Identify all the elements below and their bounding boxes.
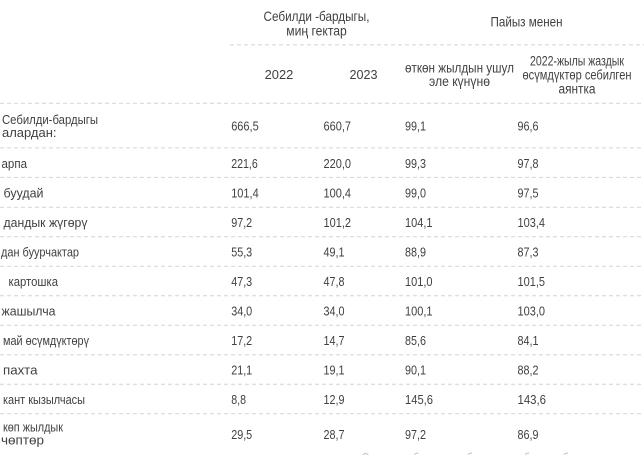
svg-text:87,3: 87,3 <box>518 245 539 259</box>
svg-text:17,2: 17,2 <box>231 334 252 348</box>
svg-text:Себилди -бардыгы,: Себилди -бардыгы, <box>264 8 370 24</box>
svg-text:101,4: 101,4 <box>231 186 259 200</box>
svg-text:100,1: 100,1 <box>405 304 433 318</box>
svg-text:47,8: 47,8 <box>324 275 345 289</box>
svg-text:май өсүмдүктөрү: май өсүмдүктөрү <box>3 334 90 348</box>
svg-text:99,1: 99,1 <box>405 120 426 134</box>
svg-text:96,6: 96,6 <box>518 120 539 134</box>
svg-text:2022: 2022 <box>265 68 294 82</box>
svg-text:97,5: 97,5 <box>518 186 539 200</box>
svg-text:кант кызылчасы: кант кызылчасы <box>3 393 85 407</box>
svg-text:99,0: 99,0 <box>405 186 426 200</box>
svg-text:99,3: 99,3 <box>405 157 426 171</box>
svg-text:дан буурчактар: дан буурчактар <box>1 245 79 259</box>
svg-text:104,1: 104,1 <box>405 216 433 230</box>
svg-text:101,2: 101,2 <box>324 216 352 230</box>
svg-text:88,9: 88,9 <box>405 245 426 259</box>
svg-text:аянтка: аянтка <box>559 82 596 97</box>
svg-text:2023: 2023 <box>350 68 378 82</box>
svg-text:145,6: 145,6 <box>405 393 433 407</box>
svg-text:2022-жылы жаздык: 2022-жылы жаздык <box>530 53 624 68</box>
svg-text:88,2: 88,2 <box>518 364 539 378</box>
svg-text:миң гектар: миң гектар <box>286 22 347 38</box>
svg-text:97,2: 97,2 <box>405 428 426 442</box>
svg-text:картошка: картошка <box>9 275 59 289</box>
svg-text:арпа: арпа <box>2 157 28 171</box>
svg-text:эле күнүнө: эле күнүнө <box>429 74 490 89</box>
svg-text:97,8: 97,8 <box>518 157 539 171</box>
svg-text:жашылча: жашылча <box>2 304 56 318</box>
svg-text:103,0: 103,0 <box>518 304 546 318</box>
svg-text:101,5: 101,5 <box>518 275 546 289</box>
svg-text:84,1: 84,1 <box>518 334 539 348</box>
svg-text:34,0: 34,0 <box>324 304 345 318</box>
svg-text:660,7: 660,7 <box>324 120 352 134</box>
svg-text:Пайыз менен: Пайыз менен <box>491 14 563 30</box>
svg-text:85,6: 85,6 <box>405 334 426 348</box>
svg-text:14,7: 14,7 <box>324 334 345 348</box>
svg-text:221,6: 221,6 <box>231 157 258 171</box>
svg-text:101,0: 101,0 <box>405 275 433 289</box>
svg-text:34,0: 34,0 <box>231 304 252 318</box>
svg-text:49,1: 49,1 <box>324 245 345 259</box>
svg-text:28,7: 28,7 <box>324 428 345 442</box>
svg-text:Эскертүү: былтыркы болжолдуу б: Эскертүү: былтыркы болжолдуу баалар боюн… <box>362 450 601 455</box>
svg-text:103,4: 103,4 <box>518 216 546 230</box>
svg-text:100,4: 100,4 <box>324 186 352 200</box>
svg-text:өсүмдүктөр себилген: өсүмдүктөр себилген <box>523 68 632 83</box>
svg-text:19,1: 19,1 <box>324 364 345 378</box>
svg-text:47,3: 47,3 <box>231 275 252 289</box>
svg-text:дандык жүгөрү: дандык жүгөрү <box>4 216 89 230</box>
svg-text:пахта: пахта <box>3 364 38 378</box>
svg-text:көп жылдык: көп жылдык <box>3 420 63 434</box>
svg-text:143,6: 143,6 <box>518 393 547 407</box>
svg-text:21,1: 21,1 <box>231 364 252 378</box>
svg-text:алардан:: алардан: <box>2 126 57 140</box>
svg-text:буудай: буудай <box>4 186 44 200</box>
svg-text:55,3: 55,3 <box>231 245 252 259</box>
svg-text:29,5: 29,5 <box>231 428 252 442</box>
svg-text:97,2: 97,2 <box>231 216 252 230</box>
svg-text:220,0: 220,0 <box>324 157 352 171</box>
svg-text:666,5: 666,5 <box>231 120 259 134</box>
svg-text:чөптөр: чөптөр <box>1 433 44 447</box>
svg-text:8,8: 8,8 <box>231 393 246 407</box>
svg-text:86,9: 86,9 <box>518 428 539 442</box>
svg-text:Себилди-бардыгы: Себилди-бардыгы <box>2 113 98 127</box>
svg-text:өткөн жылдын ушул: өткөн жылдын ушул <box>405 61 514 76</box>
svg-text:90,1: 90,1 <box>405 364 426 378</box>
svg-text:12,9: 12,9 <box>324 393 345 407</box>
